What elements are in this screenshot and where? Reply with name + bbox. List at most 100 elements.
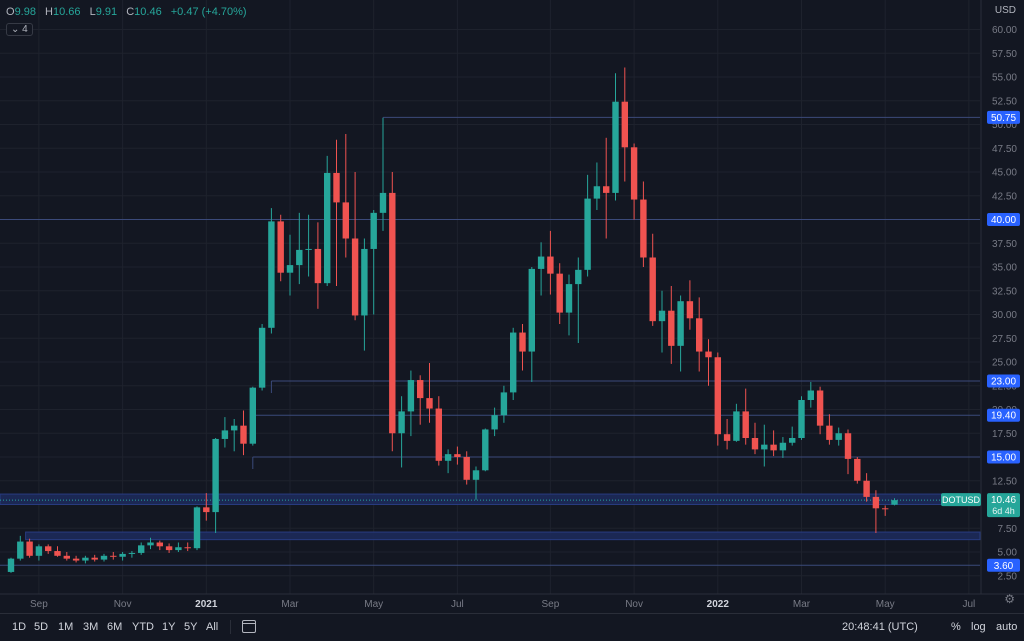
support-zone (25, 531, 981, 541)
bottom-toolbar: 1D 5D 1M 3M 6M YTD 1Y 5Y All 20:48:41 (U… (0, 613, 1024, 641)
candle-body (798, 400, 805, 438)
price-tick-label: 17.50 (992, 429, 1017, 440)
candle-body (184, 547, 191, 549)
candle-body (91, 557, 98, 560)
price-tick-label: 5.00 (998, 548, 1018, 559)
currency-label[interactable]: USD (994, 5, 1016, 16)
candle-body (510, 332, 517, 393)
price-tick-label: 42.50 (992, 191, 1017, 202)
candle-body (714, 357, 721, 435)
open-label: O (6, 6, 15, 18)
candle-body (389, 192, 396, 434)
candle-body (342, 202, 349, 239)
price-tick-label: 25.00 (992, 358, 1017, 369)
candle-body (165, 546, 173, 551)
open-value: 9.98 (14, 6, 36, 18)
candle-body (733, 411, 740, 441)
timeframe-1y-button[interactable]: 1Y (162, 621, 176, 633)
candle-body (854, 458, 861, 481)
candle-body (463, 457, 470, 480)
candle-body (370, 212, 377, 249)
candle-body (658, 310, 666, 322)
candle-body (444, 454, 452, 461)
timeframe-1m-button[interactable]: 1M (58, 621, 74, 633)
timeframe-3m-button[interactable]: 3M (83, 621, 99, 633)
candle-body (351, 238, 359, 316)
candle-body (630, 147, 638, 200)
candle-body (277, 221, 284, 273)
candle-body (45, 546, 52, 552)
time-tick-label: May (364, 599, 383, 610)
timeframe-5y-button[interactable]: 5Y (184, 621, 198, 633)
auto-scale-button[interactable]: auto (996, 621, 1018, 633)
candle-body (528, 268, 535, 352)
timeframe-ytd-button[interactable]: YTD (132, 621, 154, 633)
candle-body (435, 408, 442, 461)
candle-body (72, 558, 80, 561)
candle-body (603, 186, 610, 193)
level-price-badge (987, 213, 1020, 226)
candle-body (26, 541, 33, 556)
candle-body (779, 442, 787, 451)
candle-body (686, 301, 694, 319)
timeframe-all-button[interactable]: All (206, 621, 219, 633)
level-price-badge (987, 374, 1020, 388)
candle-body (696, 318, 703, 352)
candle-body (35, 546, 43, 556)
candle-body (138, 545, 145, 553)
low-label: L (89, 6, 96, 18)
candle-body (500, 392, 508, 416)
time-tick-label: May (876, 599, 895, 610)
price-tick-label: 32.50 (992, 286, 1017, 297)
candle-body (816, 390, 824, 426)
candle-body (584, 198, 591, 270)
level-price-badge (987, 558, 1020, 572)
candle-body (826, 425, 833, 440)
symbol-label: DOTUSD (942, 495, 981, 505)
candle-body (314, 248, 322, 284)
candle-body (835, 433, 842, 440)
level-price-text: 40.00 (991, 215, 1016, 226)
candle-body (361, 248, 368, 316)
candle-body (110, 555, 117, 557)
level-price-text: 15.00 (991, 453, 1016, 464)
candle-body (82, 557, 89, 561)
level-price-badge (987, 110, 1020, 124)
calendar-icon[interactable] (242, 620, 256, 633)
timeframe-1d-button[interactable]: 1D (12, 621, 27, 633)
candle-body (258, 327, 266, 388)
candle-body (454, 454, 461, 457)
candle-body (723, 434, 731, 441)
price-tick-label: 37.50 (992, 239, 1017, 250)
price-tick-label: 2.50 (998, 571, 1018, 582)
ohlc-legend: O9.98 H10.66 L9.91 C10.46 +0.47 (+4.70%) (6, 6, 253, 18)
toolbar-divider (230, 620, 231, 634)
percent-scale-button[interactable]: % (951, 621, 961, 633)
candle-body (305, 248, 312, 250)
candle-body (156, 542, 163, 547)
time-tick-label: 2021 (195, 599, 218, 610)
log-scale-button[interactable]: log (971, 621, 986, 633)
timeframe-6m-button[interactable]: 6M (107, 621, 123, 633)
level-price-text: 50.75 (991, 113, 1016, 124)
price-tick-label: 60.00 (992, 25, 1017, 36)
candle-body (7, 558, 15, 572)
candle-body (333, 172, 340, 203)
candle-body (789, 438, 796, 443)
time-tick-label: Nov (114, 599, 132, 610)
candlestick-chart[interactable]: 2.505.007.5012.5017.5020.0022.5025.0027.… (0, 0, 1024, 612)
high-label: H (45, 6, 53, 18)
candle-body (565, 284, 573, 313)
price-tick-label: 12.50 (992, 476, 1017, 487)
candle-body (882, 508, 889, 510)
indicator-toggle[interactable]: ⌄ 4 (6, 23, 33, 36)
candle-body (296, 249, 303, 266)
timeframe-5d-button[interactable]: 5D (34, 621, 49, 633)
gear-icon[interactable]: ⚙ (1004, 592, 1015, 606)
last-price-text: 10.46 (991, 495, 1016, 506)
time-tick-label: Jul (963, 599, 976, 610)
candle-body (677, 301, 684, 346)
price-tick-label: 55.00 (992, 73, 1017, 84)
level-price-badge (987, 450, 1020, 464)
candle-body (751, 438, 759, 450)
